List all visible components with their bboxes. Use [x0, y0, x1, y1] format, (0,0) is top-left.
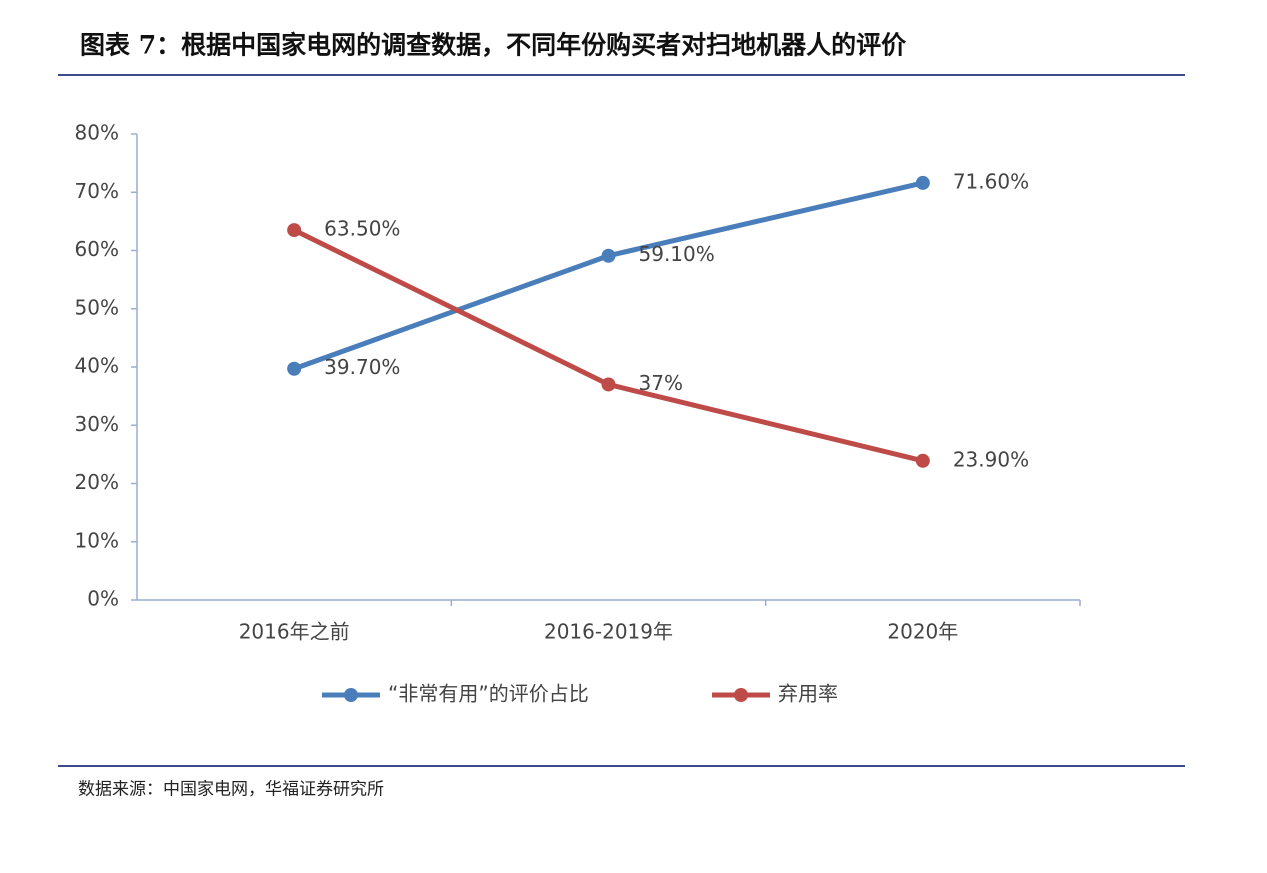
legend-label: 弃用率: [778, 682, 838, 706]
data-label: 23.90%: [953, 447, 1029, 471]
legend-marker: [734, 688, 748, 702]
point: [287, 361, 302, 376]
data-label: 71.60%: [953, 169, 1029, 193]
point: [915, 453, 930, 468]
source: 数据来源：中国家电网，华福证券研究所: [78, 780, 384, 800]
x-tick-label: 2016-2019年: [544, 620, 673, 644]
point: [601, 377, 616, 392]
y-tick-label: 40%: [75, 354, 119, 378]
y-tick-label: 70%: [75, 179, 119, 203]
chart-title: 图表 7：根据中国家电网的调查数据，不同年份购买者对扫地机器人的评价: [80, 31, 907, 60]
point: [601, 248, 616, 263]
y-tick-label: 20%: [75, 470, 119, 494]
data-label: 63.50%: [324, 217, 400, 241]
legend-label: “非常有用”的评价占比: [388, 682, 589, 706]
data-label: 39.70%: [324, 355, 400, 379]
x-tick-label: 2016年之前: [239, 620, 350, 644]
legend-marker: [344, 688, 358, 702]
x-tick-label: 2020年: [887, 620, 958, 644]
data-label: 37%: [639, 371, 683, 395]
y-tick-label: 60%: [75, 237, 119, 261]
y-tick-label: 10%: [75, 528, 119, 552]
y-tick-label: 30%: [75, 412, 119, 436]
point: [915, 175, 930, 190]
series-line: [293, 227, 924, 464]
y-tick-label: 80%: [75, 121, 119, 145]
y-tick-label: 50%: [75, 295, 119, 319]
y-tick-label: 0%: [87, 587, 119, 611]
data-label: 59.10%: [639, 242, 715, 266]
point: [287, 223, 302, 238]
